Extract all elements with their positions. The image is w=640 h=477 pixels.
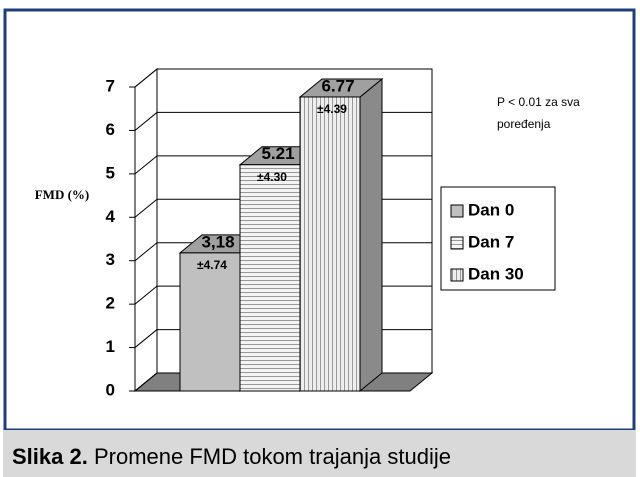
bar-side	[359, 77, 383, 393]
y-tick-label: 3	[106, 250, 115, 269]
grid-line	[134, 329, 158, 348]
grid-line	[134, 372, 158, 392]
y-axis-label: FMD (%)	[35, 187, 90, 202]
error-label: ±4.74	[197, 258, 227, 272]
annotation: poređenja	[497, 117, 551, 131]
y-tick-label: 2	[106, 294, 115, 313]
side-wall	[134, 67, 158, 393]
grid-line	[134, 68, 158, 88]
caption-band	[3, 430, 636, 477]
bar	[179, 252, 241, 392]
caption-label: Slika 2.	[12, 444, 88, 469]
legend-label: Dan 7	[468, 232, 514, 251]
value-label: 6.77	[321, 76, 354, 95]
y-tick-label: 5	[106, 163, 115, 182]
y-tick-label: 7	[106, 76, 115, 95]
y-tick-label: 4	[106, 207, 116, 226]
grid-line	[134, 242, 158, 262]
bar	[299, 96, 361, 392]
bar	[239, 164, 301, 392]
grid-line	[134, 198, 158, 218]
error-label: ±4.39	[317, 102, 347, 116]
y-tick-label: 0	[106, 380, 115, 399]
value-label: 5.21	[261, 144, 294, 163]
legend-swatch	[450, 268, 464, 282]
caption-text: Promene FMD tokom trajanja studije	[88, 444, 451, 469]
y-tick-label: 6	[106, 120, 115, 139]
value-label: 3,18	[201, 232, 234, 251]
legend-label: Dan 30	[468, 264, 524, 283]
grid-line	[134, 155, 158, 175]
caption: Slika 2. Promene FMD tokom trajanja stud…	[12, 444, 451, 469]
grid-line	[134, 112, 158, 131]
legend-swatch	[450, 236, 464, 250]
grid-line	[134, 285, 158, 305]
legend-swatch	[450, 204, 464, 218]
legend-label: Dan 0	[468, 200, 514, 219]
annotation: P < 0.01 za sva	[497, 95, 580, 109]
y-tick-label: 1	[106, 337, 115, 356]
error-label: ±4.30	[257, 170, 287, 184]
